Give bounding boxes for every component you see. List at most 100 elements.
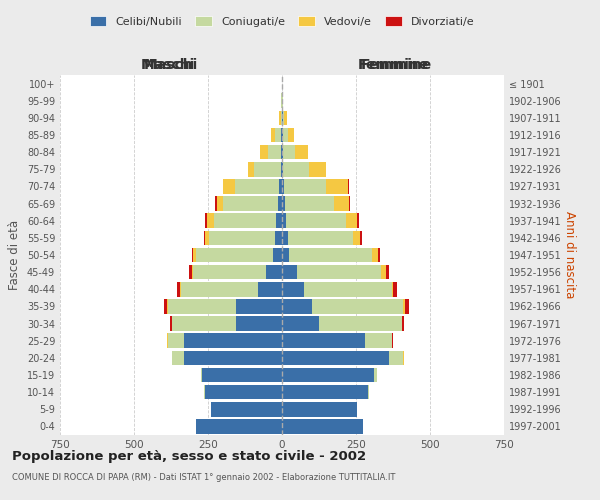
- Bar: [284, 110, 287, 125]
- Bar: [184, 334, 282, 348]
- Bar: [200, 368, 202, 382]
- Bar: [348, 179, 349, 194]
- Bar: [279, 110, 281, 125]
- Bar: [282, 299, 311, 314]
- Bar: [278, 196, 282, 211]
- Bar: [282, 350, 389, 365]
- Bar: [164, 299, 167, 314]
- Bar: [181, 282, 259, 296]
- Bar: [389, 350, 403, 365]
- Bar: [170, 316, 172, 331]
- Bar: [283, 110, 284, 125]
- Bar: [282, 282, 304, 296]
- Bar: [392, 282, 393, 296]
- Text: Popolazione per età, sesso e stato civile - 2002: Popolazione per età, sesso e stato civil…: [12, 450, 366, 463]
- Bar: [184, 350, 282, 365]
- Bar: [217, 196, 223, 211]
- Bar: [192, 265, 193, 280]
- Bar: [405, 299, 409, 314]
- Bar: [235, 179, 279, 194]
- Bar: [282, 316, 319, 331]
- Text: Femmine: Femmine: [358, 58, 428, 71]
- Bar: [288, 230, 353, 245]
- Bar: [282, 196, 285, 211]
- Bar: [282, 230, 288, 245]
- Bar: [311, 299, 403, 314]
- Bar: [248, 162, 254, 176]
- Bar: [168, 334, 184, 348]
- Bar: [282, 402, 358, 416]
- Bar: [282, 248, 289, 262]
- Bar: [193, 265, 266, 280]
- Text: COMUNE DI ROCCA DI PAPA (RM) - Dati ISTAT 1° gennaio 2002 - Elaborazione TUTTITA: COMUNE DI ROCCA DI PAPA (RM) - Dati ISTA…: [12, 472, 395, 482]
- Bar: [282, 368, 374, 382]
- Bar: [203, 230, 205, 245]
- Bar: [349, 196, 350, 211]
- Bar: [172, 350, 184, 365]
- Y-axis label: Anni di nascita: Anni di nascita: [563, 212, 575, 298]
- Bar: [168, 299, 236, 314]
- Bar: [260, 145, 268, 160]
- Bar: [236, 299, 282, 314]
- Bar: [326, 179, 348, 194]
- Bar: [205, 214, 206, 228]
- Bar: [295, 145, 308, 160]
- Bar: [205, 230, 209, 245]
- Bar: [202, 368, 282, 382]
- Bar: [180, 282, 181, 296]
- Bar: [393, 282, 397, 296]
- Bar: [268, 145, 281, 160]
- Bar: [259, 282, 282, 296]
- Bar: [282, 162, 283, 176]
- Bar: [282, 145, 283, 160]
- Bar: [283, 145, 295, 160]
- Bar: [266, 265, 282, 280]
- Bar: [374, 368, 377, 382]
- Bar: [289, 248, 372, 262]
- Bar: [196, 419, 282, 434]
- Bar: [361, 230, 362, 245]
- Bar: [177, 282, 180, 296]
- Bar: [297, 265, 381, 280]
- Bar: [209, 230, 275, 245]
- Bar: [223, 196, 278, 211]
- Bar: [275, 128, 281, 142]
- Bar: [346, 214, 358, 228]
- Bar: [284, 179, 326, 194]
- Bar: [206, 214, 214, 228]
- Bar: [203, 385, 205, 400]
- Bar: [403, 299, 405, 314]
- Bar: [205, 385, 282, 400]
- Bar: [308, 162, 326, 176]
- Bar: [286, 214, 346, 228]
- Bar: [193, 248, 196, 262]
- Bar: [214, 214, 276, 228]
- Bar: [282, 214, 286, 228]
- Legend: Celibi/Nubili, Coniugati/e, Vedovi/e, Divorziati/e: Celibi/Nubili, Coniugati/e, Vedovi/e, Di…: [84, 10, 480, 32]
- Text: Maschi: Maschi: [144, 58, 198, 71]
- Text: Femmine: Femmine: [361, 58, 431, 72]
- Bar: [288, 128, 294, 142]
- Bar: [378, 248, 380, 262]
- Bar: [196, 248, 273, 262]
- Bar: [334, 196, 349, 211]
- Bar: [282, 385, 368, 400]
- Bar: [281, 162, 282, 176]
- Bar: [283, 128, 288, 142]
- Y-axis label: Fasce di età: Fasce di età: [8, 220, 21, 290]
- Bar: [189, 265, 192, 280]
- Bar: [304, 282, 392, 296]
- Bar: [223, 179, 235, 194]
- Bar: [381, 265, 386, 280]
- Bar: [285, 196, 334, 211]
- Bar: [365, 334, 392, 348]
- Bar: [275, 230, 282, 245]
- Bar: [215, 196, 217, 211]
- Bar: [282, 179, 284, 194]
- Text: Maschi: Maschi: [141, 58, 195, 72]
- Bar: [282, 419, 364, 434]
- Bar: [282, 265, 297, 280]
- Bar: [372, 248, 378, 262]
- Bar: [282, 334, 365, 348]
- Bar: [279, 179, 282, 194]
